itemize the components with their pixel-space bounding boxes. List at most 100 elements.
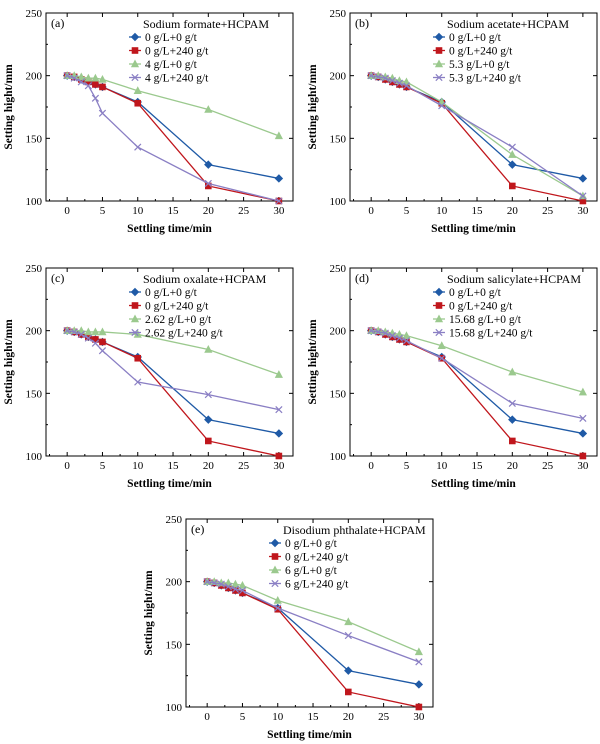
x-tick-label: 5 xyxy=(240,711,246,723)
data-point xyxy=(273,596,282,604)
legend-marker xyxy=(434,32,444,42)
legend-entry: 15.68 g/L+0 g/t xyxy=(449,314,522,326)
data-point xyxy=(70,74,78,82)
data-point xyxy=(578,387,587,396)
data-point xyxy=(217,580,225,588)
x-tick-label: 0 xyxy=(204,711,210,723)
y-axis-title: Setting hight/mm xyxy=(143,570,155,656)
data-point xyxy=(414,647,423,656)
x-axis-title: Settling time/min xyxy=(267,729,352,741)
series-line xyxy=(207,581,420,686)
data-point xyxy=(204,345,213,353)
legend-entry: 2.62 g/L+240 g/t xyxy=(145,328,224,340)
data-point xyxy=(374,73,382,81)
legend-marker xyxy=(131,328,139,337)
x-tick-label: 10 xyxy=(272,711,284,723)
data-point xyxy=(204,105,213,113)
data-point xyxy=(134,99,142,107)
data-point xyxy=(508,399,516,407)
data-point xyxy=(415,658,423,666)
x-axis-title: Settling time/min xyxy=(431,478,516,490)
y-axis-title: Setting hight/mm xyxy=(3,319,15,405)
data-point xyxy=(134,143,142,151)
x-tick-label: 10 xyxy=(436,460,448,472)
data-point xyxy=(508,160,517,169)
legend-entry: 0 g/L+240 g/t xyxy=(145,46,209,58)
series-line xyxy=(371,75,584,202)
legend-title: Disodium phthalate+HCPAM xyxy=(283,523,426,537)
data-point xyxy=(274,370,283,378)
legend-marker xyxy=(434,287,444,297)
legend-marker xyxy=(130,287,140,297)
data-point xyxy=(381,329,389,337)
legend-entry: 6 g/L+0 g/t xyxy=(285,565,338,577)
x-tick-label: 10 xyxy=(132,460,144,472)
data-point xyxy=(402,331,411,339)
data-point xyxy=(508,367,517,376)
x-tick-label: 15 xyxy=(472,460,484,472)
legend-marker xyxy=(435,73,443,82)
data-point xyxy=(274,429,284,438)
data-point xyxy=(438,354,446,362)
panel-label: (d) xyxy=(355,271,369,285)
x-axis-title: Settling time/min xyxy=(127,223,212,235)
panel-label: (b) xyxy=(355,16,369,30)
x-tick-label: 25 xyxy=(542,205,554,217)
x-axis-title: Settling time/min xyxy=(431,223,516,235)
x-tick-label: 5 xyxy=(100,460,106,472)
y-tick-label: 100 xyxy=(26,196,43,208)
x-tick-label: 5 xyxy=(404,460,410,472)
data-point xyxy=(275,406,283,414)
data-point xyxy=(274,174,284,183)
data-point xyxy=(414,680,424,689)
data-point xyxy=(133,86,142,95)
legend-entry: 0 g/L+240 g/t xyxy=(285,552,349,564)
data-point xyxy=(381,74,389,82)
chart-panel: 0 5 10 15 20 25 30 100 150 200 250 Settling time/mi… xyxy=(3,8,294,235)
legend-entry: 0 g/L+0 g/t xyxy=(449,32,502,44)
legend-entry: 5.3 g/L+240 g/t xyxy=(449,73,522,85)
data-point xyxy=(99,83,106,91)
data-point xyxy=(388,332,396,340)
data-point xyxy=(345,688,352,696)
y-tick-label: 200 xyxy=(166,577,183,589)
legend-marker xyxy=(435,328,443,337)
data-point xyxy=(231,579,240,588)
y-axis-title: Setting hight/mm xyxy=(307,319,319,405)
data-point xyxy=(91,94,100,102)
series-line xyxy=(66,75,280,202)
data-point xyxy=(63,327,71,335)
y-tick-label: 150 xyxy=(330,388,347,400)
data-point xyxy=(367,72,375,80)
legend-entry: 0 g/L+240 g/t xyxy=(145,301,209,313)
data-point xyxy=(203,578,211,586)
x-tick-label: 20 xyxy=(507,460,519,472)
data-point xyxy=(204,415,213,424)
legend-entry: 0 g/L+0 g/t xyxy=(145,287,198,299)
data-point xyxy=(579,414,587,423)
x-tick-label: 15 xyxy=(308,711,320,723)
data-point xyxy=(437,341,446,350)
data-point xyxy=(579,452,587,460)
x-tick-label: 0 xyxy=(368,205,374,217)
legend-marker xyxy=(271,579,279,588)
x-tick-label: 20 xyxy=(343,711,355,723)
legend-entry: 0 g/L+0 g/t xyxy=(449,287,502,299)
data-point xyxy=(508,415,517,424)
data-point xyxy=(91,73,100,82)
data-point xyxy=(92,81,99,88)
data-point xyxy=(91,339,100,347)
x-tick-label: 0 xyxy=(368,460,374,472)
legend-entry: 5.3 g/L+0 g/t xyxy=(449,59,510,71)
legend-marker xyxy=(271,553,279,560)
x-tick-label: 15 xyxy=(168,460,180,472)
chart-panel: 0 5 10 15 20 25 30 100 150 200 250 Settling time/mi… xyxy=(307,263,598,490)
data-point xyxy=(98,347,107,355)
data-point xyxy=(438,102,446,110)
data-point xyxy=(63,72,71,80)
chart-panel: 0 5 10 15 20 25 30 100 150 200 250 Settling time/mi… xyxy=(143,514,434,741)
data-point xyxy=(274,131,283,140)
data-point xyxy=(508,143,516,151)
y-tick-label: 250 xyxy=(26,263,43,275)
data-point xyxy=(509,437,516,445)
